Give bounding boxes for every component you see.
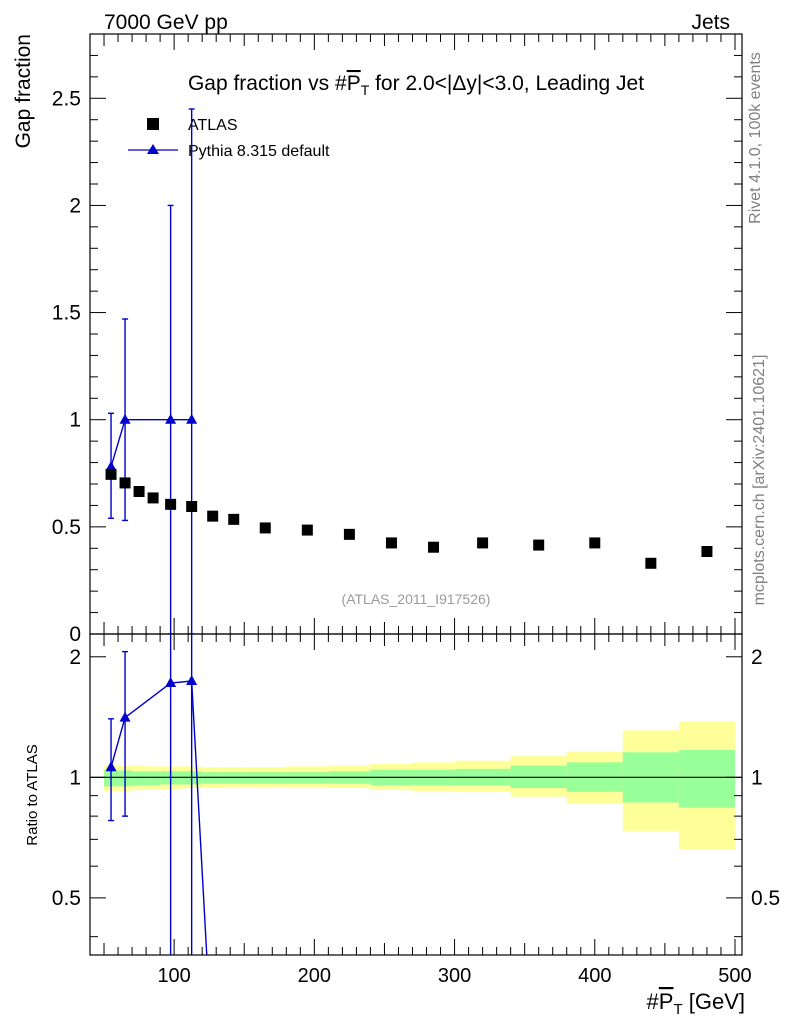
band-inner (146, 771, 161, 786)
ratio-frame (89, 633, 743, 956)
legend-atlas-marker (147, 118, 159, 130)
ratio-bands (104, 721, 735, 850)
ratio-mc-point (105, 761, 117, 772)
ratio-ytick-label-left: 1 (69, 766, 81, 789)
main-atlas-point (301, 524, 313, 536)
main-atlas-point (207, 510, 219, 522)
main-atlas-point (119, 477, 131, 489)
xlabel-prefix: # (647, 989, 660, 1014)
main-ylabel: Gap fraction (12, 34, 35, 148)
main-atlas-point (343, 528, 355, 540)
ratio-ylabel: Ratio to ATLAS (24, 744, 41, 845)
ratio-xtick-label: 300 (438, 965, 471, 987)
legend-mc-marker (147, 144, 159, 154)
main-atlas-point (428, 541, 440, 553)
main-mc-series (105, 108, 198, 634)
legend: ATLAS Pythia 8.315 default (128, 117, 330, 160)
main-atlas-point (228, 513, 240, 525)
main-mc-point (165, 413, 177, 424)
main-ytick-label: 0.5 (52, 516, 81, 539)
main-ytick-label: 1 (69, 409, 81, 432)
ratio-plot (90, 634, 742, 955)
title-suffix: for 2.0<|Δy|<3.0, Leading Jet (369, 72, 644, 95)
rivet-label: Rivet 4.1.0, 100k events (747, 52, 764, 224)
main-atlas-point (589, 537, 601, 549)
main-mc-point (119, 413, 131, 424)
title-var: P (347, 72, 361, 95)
ratio-xtick-label: 400 (578, 965, 611, 987)
xlabel-sub: T (673, 1001, 682, 1018)
ratio-ytick-label-left: 2 (69, 646, 81, 669)
ratio-mc-point (186, 675, 198, 686)
ratio-mc-point (165, 677, 177, 688)
legend-mc-label: Pythia 8.315 default (188, 143, 330, 160)
main-mc-line (110, 419, 192, 468)
main-atlas-point (259, 522, 271, 534)
legend-atlas-label: ATLAS (188, 117, 238, 134)
ratio-ytick-label-right: 1 (751, 766, 763, 789)
header-right: Jets (691, 11, 730, 34)
main-mc-point (105, 460, 117, 471)
main-atlas-point (165, 498, 177, 510)
frames: 0.5 1 1.5 2 2.5 0 100 200 300 400 500 0.5 0.5 1 1 2 2 (52, 33, 780, 987)
main-ytick-label-zero: 0 (69, 623, 81, 646)
ratio-xtick-label: 200 (298, 965, 331, 987)
band-inner (678, 750, 735, 808)
main-atlas-point (645, 557, 657, 569)
main-atlas-point (147, 492, 159, 504)
ratio-mc-point (119, 711, 131, 722)
ratio-xlabel: #PT [GeV] (647, 989, 745, 1018)
title-sub: T (361, 82, 370, 98)
xlabel-var: P (659, 989, 674, 1014)
xlabel-suffix: [GeV] (683, 989, 745, 1014)
main-atlas-point (385, 537, 397, 549)
main-atlas-point (533, 539, 545, 551)
main-ytick-label: 2 (69, 194, 81, 217)
header-left: 7000 GeV pp (104, 11, 228, 34)
main-atlas-point (133, 486, 145, 497)
band-inner (132, 771, 147, 786)
analysis-watermark: (ATLAS_2011_I917526) (342, 591, 491, 607)
site-label: mcplots.cern.ch [arXiv:2401.10621] (751, 355, 768, 606)
ratio-ytick-label-right: 2 (751, 646, 763, 669)
ratio-xtick-label: 500 (718, 965, 751, 987)
main-atlas-point (105, 468, 117, 480)
main-ytick-label: 1.5 (52, 302, 81, 325)
main-atlas-point (186, 501, 198, 512)
ratio-xtick-label: 100 (157, 965, 190, 987)
title-prefix: Gap fraction vs # (188, 72, 347, 95)
main-atlas-point (701, 546, 713, 557)
main-atlas-point (477, 537, 489, 549)
main-mc-point (186, 413, 198, 424)
ratio-ytick-label-left: 0.5 (52, 887, 81, 910)
main-title: Gap fraction vs #PT for 2.0<|Δy|<3.0, Le… (188, 72, 644, 98)
main-plot (105, 108, 713, 634)
ratio-ytick-label-right: 0.5 (751, 887, 780, 910)
main-ytick-label: 2.5 (52, 87, 81, 110)
ratio-mc-series (105, 634, 208, 955)
